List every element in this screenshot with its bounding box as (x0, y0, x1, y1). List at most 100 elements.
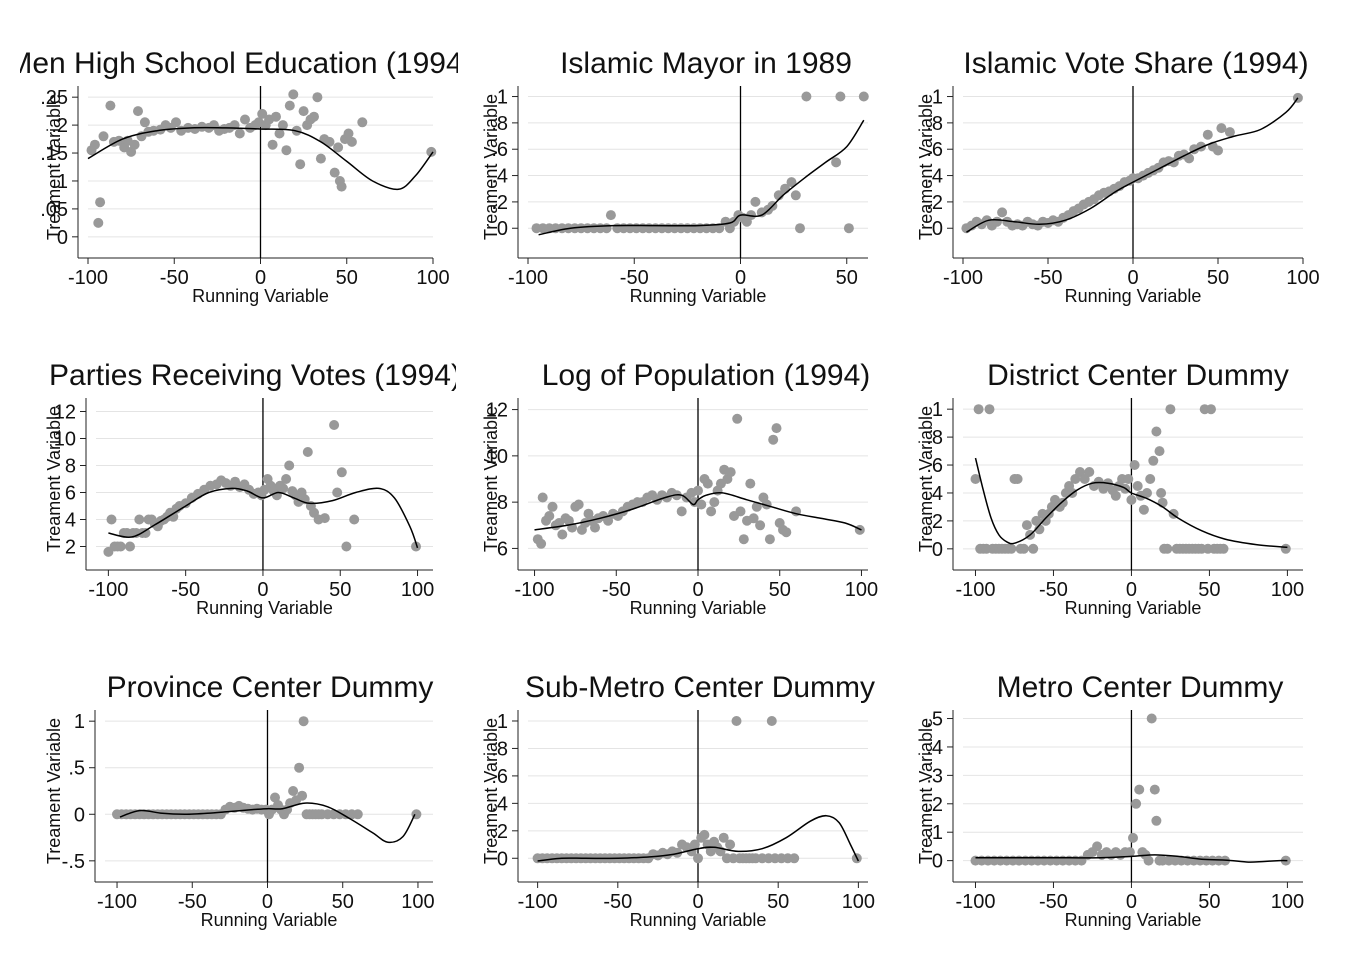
chart-panel: 0 .2 .4 .6 .8 1 -100 -50 0 50 Running Variable Trea… (481, 47, 869, 306)
scatter-point (738, 534, 749, 545)
panel-title: Parties Receiving Votes (1994) (49, 359, 461, 392)
scatter-point (605, 210, 616, 221)
x-tick-label: 100 (1271, 579, 1304, 601)
scatter-point (1202, 129, 1213, 140)
scatter-point (831, 157, 842, 168)
scatter-point (735, 506, 746, 517)
y-tick-label: .25 (40, 87, 68, 109)
scatter-point (129, 139, 140, 150)
panel-title: Metro Center Dummy (997, 671, 1284, 704)
scatter-point (801, 91, 812, 102)
scatter-point (761, 499, 772, 510)
scatter-point (1218, 543, 1229, 554)
scatter-point (1151, 815, 1162, 826)
scatter-point (1092, 841, 1103, 852)
y-tick-label: .6 (926, 455, 943, 477)
scatter-point (115, 541, 126, 552)
y-tick-label: .6 (491, 139, 508, 161)
scatter-point (333, 142, 344, 153)
scatter-point (1031, 515, 1042, 526)
y-axis-title: Treament Variable (916, 94, 936, 240)
scatter-point (709, 497, 720, 508)
scatter-point (341, 541, 352, 552)
scatter-point (336, 181, 347, 192)
chart-panels: 0 .05 .1 .15 .2 .25 -100 -50 0 50 100 Running Varia… (20, 47, 1320, 930)
scatter-point (1132, 481, 1143, 491)
y-tick-label: .8 (491, 113, 508, 135)
y-tick-label: .2 (926, 794, 943, 816)
y-axis-title: Treament Variable (481, 94, 501, 240)
scatter-point (288, 786, 299, 796)
scatter-point (764, 534, 775, 545)
y-tick-label: .15 (40, 143, 68, 165)
scatter-point (139, 117, 150, 128)
scatter-point (297, 790, 308, 801)
scatter-point (573, 499, 584, 510)
scatter-point (997, 207, 1008, 218)
fit-curve (538, 119, 865, 236)
scatter-point (984, 404, 995, 415)
scatter-point (1070, 474, 1081, 484)
fit-curve (537, 814, 860, 862)
x-tick-label: -50 (1039, 579, 1068, 601)
scatter-point (751, 501, 762, 512)
y-tick-label: .2 (491, 192, 508, 214)
y-tick-label: .05 (40, 199, 68, 221)
scatter-point (240, 114, 250, 125)
y-axis-title: Treament Variable (481, 718, 501, 864)
x-tick-label: 100 (401, 579, 434, 601)
fit-curve (534, 491, 862, 531)
x-tick-label: 0 (262, 891, 273, 913)
scatter-point (766, 716, 777, 726)
scatter-point (329, 167, 340, 178)
scatter-point (267, 139, 278, 150)
scatter-point (601, 223, 612, 234)
y-tick-label: 1 (497, 87, 508, 109)
scatter-point (357, 117, 368, 128)
scatter-point (781, 527, 792, 538)
y-tick-label: .3 (926, 765, 943, 787)
scatter-point (1213, 145, 1223, 156)
scatter-point (702, 478, 713, 489)
x-tick-label: -100 (68, 267, 108, 289)
y-tick-label: 8 (497, 492, 508, 514)
fit-curve (966, 97, 1299, 233)
y-tick-label: .1 (51, 171, 68, 193)
scatter-point (768, 434, 779, 445)
scatter-point (1084, 467, 1095, 477)
scatter-point (795, 223, 805, 234)
scatter-point (1110, 490, 1121, 501)
x-tick-label: 50 (767, 891, 789, 913)
scatter-point (771, 423, 782, 434)
scatter-point (277, 120, 288, 131)
y-tick-label: 12 (54, 402, 76, 424)
scatter-point (699, 829, 710, 840)
scatter-point (970, 474, 981, 484)
x-axis-title: Running Variable (630, 910, 767, 930)
scatter-point (95, 197, 106, 208)
y-tick-label: .6 (491, 766, 508, 788)
chart-panel: 0 .1 .2 .3 .4 .5 -100 -50 0 50 100 Running Variable… (916, 671, 1304, 930)
y-tick-label: 1 (497, 711, 508, 733)
scatter-point (171, 117, 181, 128)
scatter-point (1006, 543, 1017, 554)
panel-title: Islamic Mayor in 1989 (560, 47, 852, 80)
scatter-point (134, 514, 145, 525)
x-tick-label: 0 (692, 579, 703, 601)
y-tick-label: .2 (51, 115, 68, 137)
fit-curve (975, 854, 1288, 863)
scatter-point (411, 541, 421, 552)
y-axis-title: Treament Variable (44, 406, 64, 552)
scatter-point (689, 839, 700, 850)
panel-title-group: Sub-Metro Center Dummy (525, 671, 875, 704)
scatter-point (731, 716, 742, 726)
scatter-point (973, 404, 984, 415)
scatter-point (1162, 543, 1173, 554)
panel-title-group: Islamic Mayor in 1989 (560, 47, 852, 80)
x-tick-label: 50 (336, 267, 358, 289)
scatter-point (858, 91, 869, 102)
panel-title-group: Men High School Education (1994) (20, 47, 458, 80)
y-tick-label: 0 (57, 227, 68, 249)
scatter-point (1138, 504, 1149, 515)
